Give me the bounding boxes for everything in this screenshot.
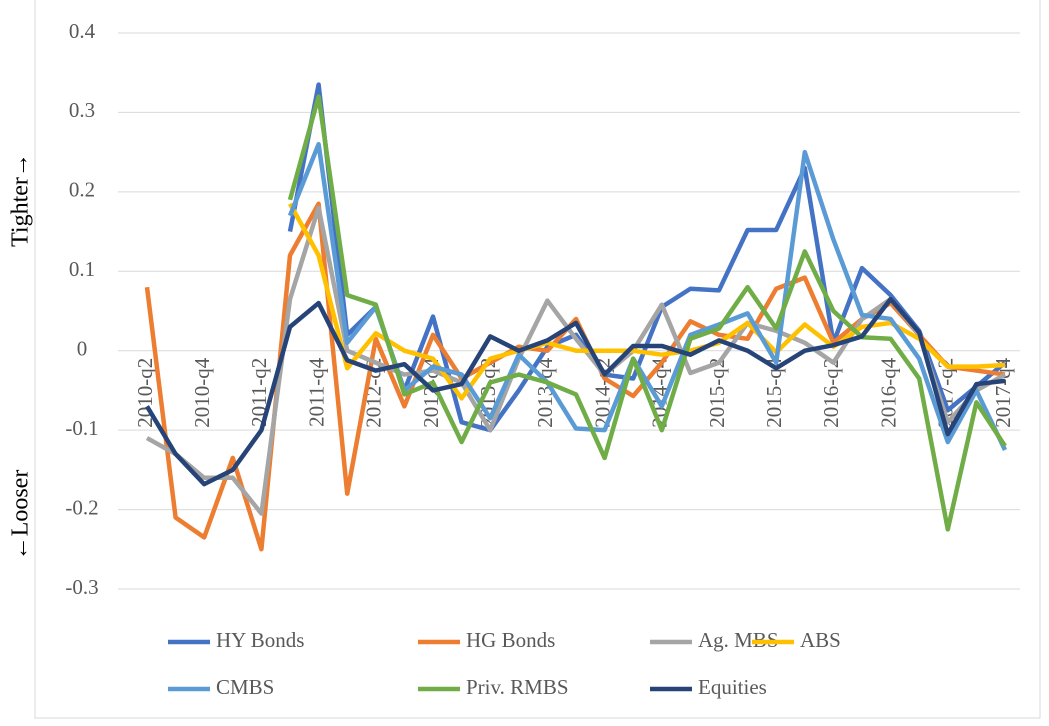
x-tick-label: 2016-q2 — [819, 358, 843, 428]
series-line — [287, 82, 1007, 433]
series-line — [288, 202, 1006, 401]
y-label-top: Tighter→ — [8, 153, 34, 247]
y-tick-label: 0.3 — [69, 98, 95, 122]
legend-label: HY Bonds — [216, 628, 304, 652]
y-tick-label: 0.2 — [69, 178, 95, 202]
y-tick-label: 0 — [77, 337, 88, 361]
chart-border — [34, 0, 1041, 719]
x-tick-label: 2011-q2 — [247, 358, 271, 427]
y-tick-label: 0.4 — [69, 19, 96, 43]
y-tick-label: -0.1 — [65, 416, 98, 440]
legend-label: CMBS — [216, 675, 274, 699]
x-tick-label: 2016-q4 — [876, 357, 900, 427]
series-line — [145, 205, 1007, 516]
x-tick-label: 2011-q4 — [304, 357, 328, 427]
x-tick-label: 2015-q2 — [705, 358, 729, 428]
x-tick-label: 2010-q4 — [190, 357, 214, 427]
y-tick-label: -0.3 — [65, 575, 98, 599]
legend-label: Priv. RMBS — [466, 675, 569, 699]
legend-label: HG Bonds — [466, 628, 555, 652]
legend-label: ABS — [800, 628, 841, 652]
legend-label: Equities — [698, 675, 767, 699]
y-tick-label: 0.1 — [69, 257, 95, 281]
y-tick-label: -0.2 — [65, 495, 98, 519]
series-line — [287, 94, 1007, 532]
series-line — [287, 141, 1008, 451]
y-label-bottom: ←Looser — [8, 470, 34, 561]
series-line — [145, 296, 1006, 487]
